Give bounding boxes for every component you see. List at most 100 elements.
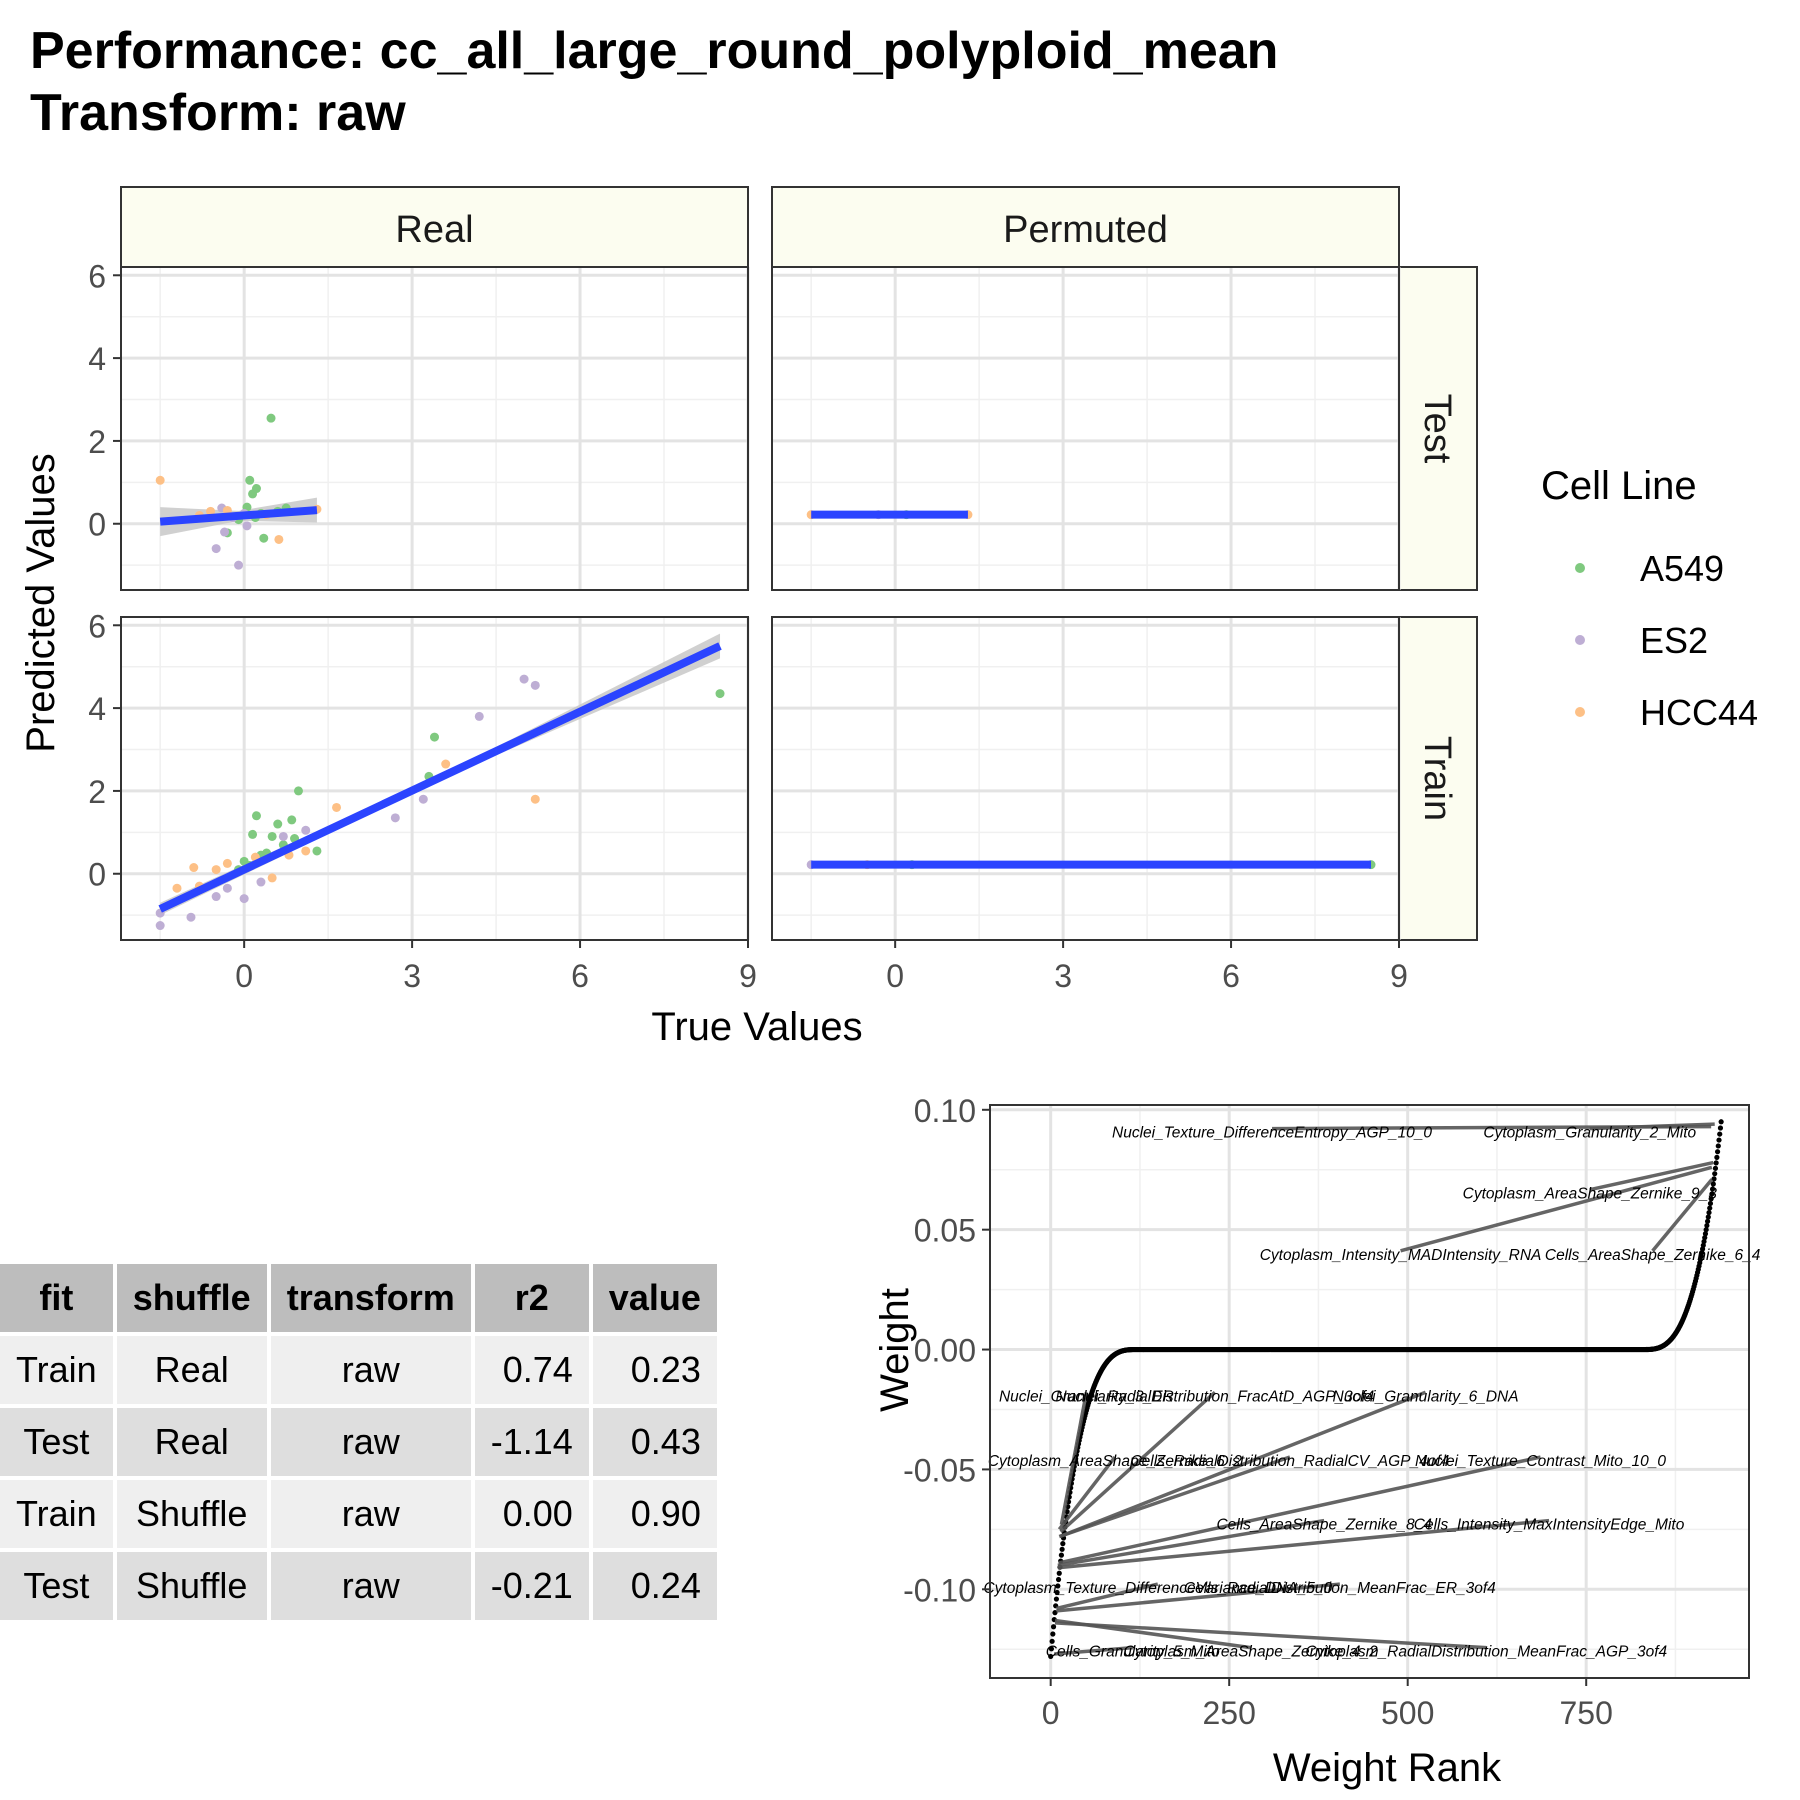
weight-point: [1707, 1200, 1714, 1207]
facet-strip-label: Train: [1416, 736, 1458, 821]
weight-point: [1705, 1214, 1711, 1220]
label-leader-line: [1059, 1390, 1217, 1534]
data-point-hcc44: [441, 759, 451, 769]
panel-background: [772, 617, 1399, 940]
table-cell-r2: 0.00: [474, 1480, 589, 1548]
weight-point: [1702, 1231, 1709, 1237]
table-cell-shuffle: Real: [116, 1336, 267, 1404]
legend: Cell Line A549 ES2 HCC44: [1541, 464, 1758, 733]
data-point-a549: [248, 489, 258, 499]
feature-label: Nuclei_Texture_Contrast_Mito_10_0: [1415, 1453, 1666, 1470]
x-tick-label: 9: [739, 958, 757, 994]
data-point-a549: [293, 786, 303, 796]
data-point-es2: [256, 877, 266, 887]
data-point-hcc44: [332, 802, 342, 812]
table-cell-r2: -1.14: [474, 1408, 589, 1476]
data-point-es2: [278, 831, 288, 841]
title-line-1: Performance: cc_all_large_round_polyploi…: [30, 22, 1279, 80]
weight-point: [1713, 1160, 1719, 1166]
table-row: Train Real raw 0.74 0.23: [0, 1336, 717, 1404]
x-axis-title: Weight Rank: [1273, 1746, 1502, 1790]
table-cell-r2: 0.74: [474, 1336, 589, 1404]
table-cell-transform: raw: [270, 1336, 471, 1404]
feature-label: Nuclei_Texture_DifferenceEntropy_AGP_10_…: [1112, 1125, 1432, 1142]
feature-label: Cells_Intensity_MaxIntensityEdge_Mito: [1414, 1517, 1685, 1534]
label-leader-line: [1054, 1645, 1133, 1656]
weight-point: [1053, 1596, 1060, 1602]
data-point-a549: [245, 475, 255, 485]
y-axis-title: Predicted Values: [19, 453, 63, 752]
weight-point: [1052, 1610, 1058, 1616]
feature-label: Cytoplasm_AreaShape_Zernike_6_2: [988, 1453, 1243, 1470]
y-tick-label: 6: [88, 608, 106, 644]
feature-label: Nuclei_Granularity_6_DNA: [1333, 1388, 1519, 1405]
table-row: Train Shuffle raw 0.00 0.90: [0, 1480, 717, 1548]
data-point-es2: [220, 527, 230, 537]
label-leader-line: [1058, 1455, 1291, 1539]
weight-point: [1703, 1227, 1709, 1233]
weight-point: [1056, 1570, 1062, 1576]
data-point-es2: [242, 521, 252, 531]
data-point-es2: [390, 813, 400, 823]
table-cell-fit: Test: [0, 1408, 113, 1476]
data-point-a549: [273, 819, 283, 829]
title-line-2: Transform: raw: [30, 84, 406, 142]
x-tick-label: 0: [235, 958, 253, 994]
x-tick-label: 0: [886, 958, 904, 994]
data-point-hcc44: [206, 506, 216, 516]
feature-label: Nuclei_RadialDistribution_FracAtD_AGP_3o…: [1056, 1388, 1375, 1405]
y-tick-label: 0.10: [914, 1093, 976, 1129]
weight-point: [1712, 1171, 1718, 1177]
regression-line: [159, 506, 318, 526]
table-cell-shuffle: Shuffle: [116, 1552, 267, 1620]
weight-point: [1701, 1238, 1707, 1245]
weight-point: [1710, 1181, 1716, 1187]
weight-point: [1717, 1125, 1724, 1131]
data-point-a549: [267, 831, 277, 841]
plot-background: [990, 1105, 1749, 1678]
data-point-a549: [287, 815, 297, 825]
data-point-es2: [222, 883, 232, 893]
table-header-value: value: [592, 1264, 717, 1332]
feature-label: Cytoplasm_AreaShape_Zernike_4_2: [1124, 1644, 1379, 1661]
y-tick-label: 4: [88, 341, 106, 377]
panel-background: [121, 267, 748, 590]
facet-strip-label: Real: [395, 209, 473, 251]
panel-background: [772, 267, 1399, 590]
y-tick-label: -0.10: [903, 1572, 976, 1608]
label-leader-line: [1054, 1621, 1487, 1650]
table-row: Test Shuffle raw -0.21 0.24: [0, 1552, 717, 1620]
weight-point: [1704, 1222, 1710, 1229]
table-header-fit: fit: [0, 1264, 113, 1332]
label-leader-line: [1058, 1455, 1541, 1565]
table-cell-value: 0.23: [592, 1336, 717, 1404]
feature-label: Cytoplasm_Granularity_2_Mito: [1483, 1125, 1696, 1142]
data-point-a549: [312, 846, 322, 856]
facet-strip-permuted: [771, 186, 1400, 268]
feature-label: Cytoplasm_RadialDistribution_MeanFrac_AG…: [1305, 1644, 1667, 1661]
x-tick-label: 3: [403, 958, 421, 994]
page-title: Performance: cc_all_large_round_polyploi…: [30, 20, 1730, 144]
data-point-hcc44: [211, 865, 221, 875]
weight-point: [1048, 1653, 1054, 1660]
data-point-hcc44: [172, 883, 182, 893]
table-cell-value: 0.43: [592, 1408, 717, 1476]
legend-label-es2: ES2: [1640, 620, 1708, 661]
feature-label: Cells_RadialDistribution_RadialCV_AGP_4o…: [1130, 1453, 1449, 1470]
table-cell-fit: Test: [0, 1552, 113, 1620]
y-axis-title: Weight: [873, 1288, 917, 1412]
feature-label: Cells_Granularity_5_Mito: [1046, 1644, 1220, 1661]
table-cell-fit: Train: [0, 1480, 113, 1548]
label-leader-line: [1056, 1582, 1341, 1613]
table-body: Train Real raw 0.74 0.23 Test Real raw -1.14 0.43…: [0, 1336, 717, 1620]
weight-point: [1055, 1576, 1062, 1583]
data-point-hcc44: [301, 846, 311, 856]
data-point-a549: [248, 829, 258, 839]
stats-table: fit shuffle transform r2 value Train Real raw 0…: [0, 1260, 721, 1624]
weight-point: [1059, 1546, 1065, 1552]
facet-strip-label: Permuted: [1003, 209, 1168, 251]
regression-line: [158, 642, 722, 913]
panel-border: [120, 616, 749, 941]
data-point-es2: [301, 825, 311, 835]
legend-key-hcc44: [1575, 707, 1585, 717]
